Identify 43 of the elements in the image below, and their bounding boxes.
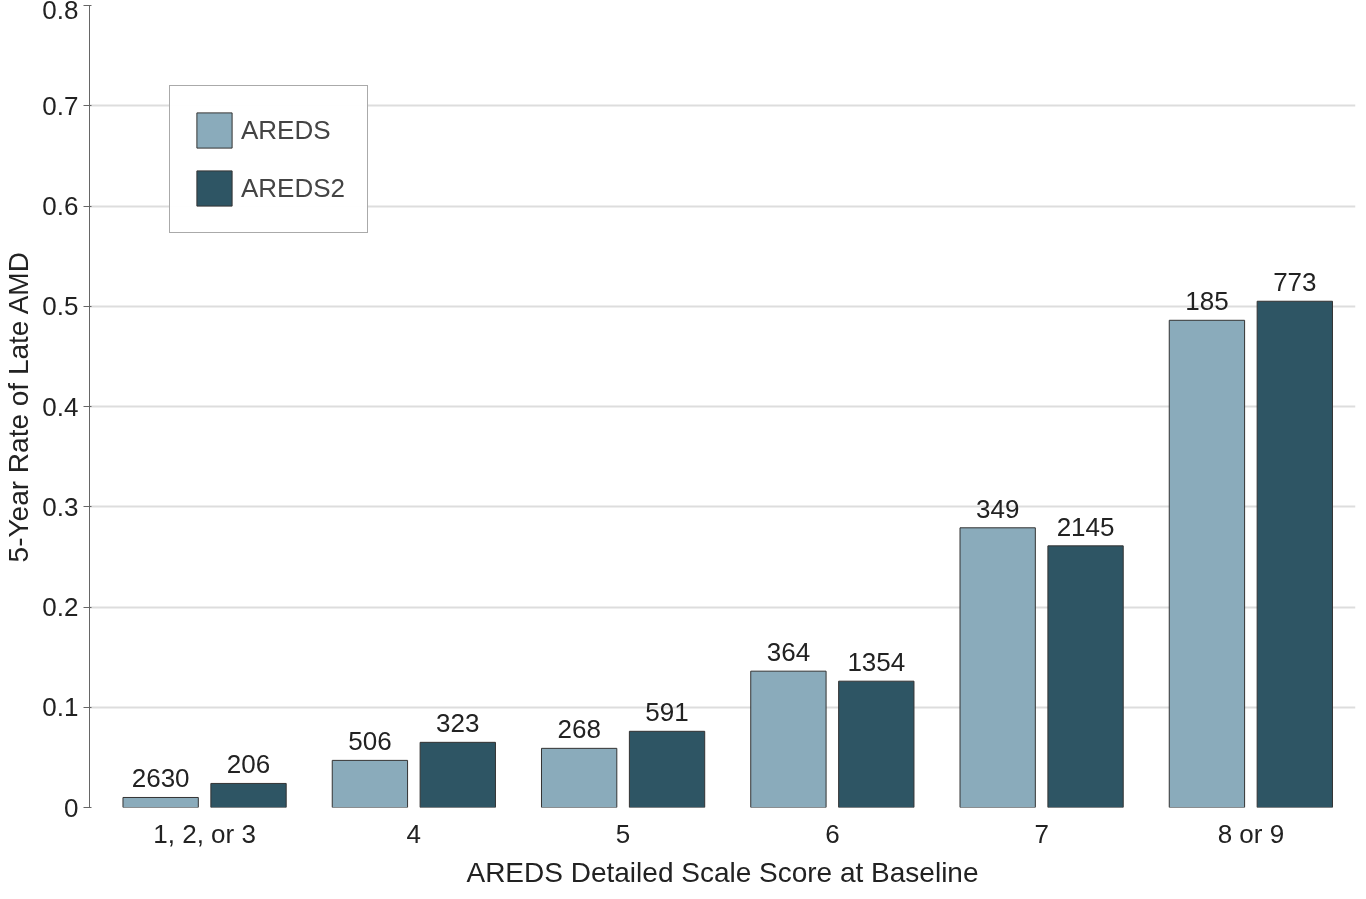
annotation: 185 [1185,286,1229,317]
y-tick-label: 0.5 [42,291,79,322]
y-tick-label: 0.1 [42,692,79,723]
annotation: 1354 [847,647,906,678]
x-tick-label: 1, 2, or 3 [153,818,256,849]
legend-label: AREDS [241,114,331,146]
bar [210,782,287,808]
annotation: 349 [975,493,1020,524]
y-tick-label: 0 [64,792,79,823]
bar [419,741,496,808]
bar [122,796,199,808]
annotation: 323 [436,708,480,739]
bar [838,680,915,808]
x-tick-label: 5 [615,818,631,849]
bar [331,759,409,808]
y-tick-label: 0.3 [42,491,79,522]
bar [1168,319,1246,808]
y-tick-label: 0.6 [42,191,79,221]
y-axis-title: 5-Year Rate of Late AMD [3,252,35,563]
annotation: 591 [645,697,689,728]
bar [1256,300,1333,808]
annotation: 268 [557,714,601,745]
bar [628,730,706,808]
annotation: 206 [226,749,271,780]
annotation: 773 [1273,267,1317,298]
annotation: 2145 [1056,511,1115,542]
x-axis-title: AREDS Detailed Scale Score at Baseline [466,856,979,888]
legend-label: AREDS2 [241,172,346,204]
x-tick-label: 6 [825,818,840,849]
y-tick-label: 0.2 [42,592,79,622]
annotation: 506 [348,726,392,757]
y-tick-label: 0.7 [42,90,79,121]
y-tick-label: 0.8 [42,0,79,25]
annotation: 364 [766,637,811,668]
x-tick-label: 8 or 9 [1217,818,1285,849]
y-tick-label: 0.4 [42,391,79,422]
bar [750,670,827,808]
x-tick-label: 4 [406,818,422,849]
bar [540,747,618,808]
x-tick-label: 7 [1034,818,1049,849]
bar [1047,545,1124,808]
bar [959,527,1036,808]
annotation: 2630 [131,763,190,794]
